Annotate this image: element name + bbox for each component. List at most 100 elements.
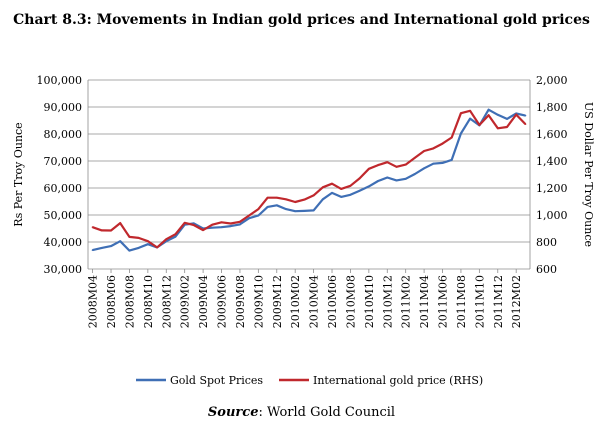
data-point bbox=[294, 210, 297, 213]
data-point bbox=[478, 124, 481, 126]
data-point bbox=[432, 162, 435, 165]
x-axis-tick-label: 2010M12 bbox=[381, 275, 394, 328]
data-point bbox=[303, 210, 306, 212]
data-point bbox=[487, 114, 490, 117]
left-axis-tick-label: 100,000 bbox=[37, 74, 83, 87]
series-line bbox=[92, 109, 527, 249]
x-axis-tick-label: 2008M06 bbox=[105, 275, 118, 328]
data-point bbox=[377, 180, 379, 182]
right-axis-tick-label: 800 bbox=[536, 236, 557, 249]
legend-label: International gold price (RHS) bbox=[313, 374, 483, 387]
source-line: Source: World Gold Council bbox=[0, 405, 603, 420]
data-point bbox=[128, 235, 131, 238]
x-axis-tick-label: 2008M04 bbox=[87, 275, 100, 328]
data-point bbox=[395, 165, 398, 168]
data-point bbox=[220, 221, 223, 224]
data-point bbox=[100, 229, 103, 232]
x-axis-tick-label: 2008M10 bbox=[142, 275, 155, 328]
data-point bbox=[460, 132, 462, 135]
right-axis-tick-label: 1,000 bbox=[536, 209, 568, 222]
x-axis-tick-label: 2009M02 bbox=[179, 275, 192, 328]
data-point bbox=[91, 226, 94, 229]
data-point bbox=[192, 222, 195, 225]
data-point bbox=[496, 113, 499, 116]
x-axis-tick-label: 2008M08 bbox=[123, 275, 136, 328]
data-point bbox=[377, 164, 379, 166]
right-axis-tick-label: 1,600 bbox=[536, 128, 568, 141]
left-axis-tick-label: 60,000 bbox=[44, 182, 83, 195]
data-point bbox=[321, 198, 324, 201]
x-axis-tick-label: 2011M02 bbox=[400, 275, 413, 328]
data-point bbox=[487, 108, 490, 111]
data-point bbox=[91, 249, 94, 252]
data-point bbox=[349, 193, 352, 196]
data-point bbox=[257, 214, 260, 217]
data-point bbox=[248, 217, 251, 220]
x-axis-tick-label: 2009M06 bbox=[216, 275, 229, 328]
data-point bbox=[340, 188, 343, 190]
data-point bbox=[524, 123, 527, 126]
data-point bbox=[165, 238, 168, 241]
data-point bbox=[275, 196, 278, 199]
data-point bbox=[413, 156, 416, 159]
data-point bbox=[137, 237, 140, 239]
right-axis-tick-label: 1,800 bbox=[536, 101, 568, 114]
right-axis-tick-label: 1,200 bbox=[536, 182, 568, 195]
data-point bbox=[423, 167, 426, 170]
data-point bbox=[404, 177, 407, 180]
x-axis-tick-label: 2011M06 bbox=[437, 275, 450, 328]
x-axis-tick-label: 2011M08 bbox=[455, 275, 468, 328]
data-point bbox=[285, 198, 287, 201]
data-point bbox=[349, 184, 352, 187]
x-axis-tick-label: 2011M10 bbox=[473, 275, 486, 328]
data-point bbox=[174, 235, 177, 238]
data-point bbox=[367, 185, 370, 188]
source-label: Source bbox=[207, 405, 259, 420]
data-point bbox=[257, 208, 260, 210]
data-point bbox=[367, 167, 370, 170]
data-point bbox=[248, 214, 251, 217]
data-point bbox=[146, 243, 149, 246]
source-text: : World Gold Council bbox=[258, 405, 396, 420]
data-point bbox=[174, 233, 177, 236]
data-point bbox=[266, 206, 269, 208]
x-axis-tick-label: 2009M08 bbox=[234, 275, 247, 328]
data-point bbox=[119, 222, 122, 225]
data-point bbox=[119, 240, 122, 243]
x-axis-tick-label: 2008M12 bbox=[160, 275, 173, 328]
x-axis-tick-label: 2009M10 bbox=[252, 275, 265, 328]
data-point bbox=[156, 246, 158, 249]
data-point bbox=[469, 117, 472, 120]
data-point bbox=[211, 226, 214, 229]
x-axis-tick-label: 2009M12 bbox=[271, 275, 284, 328]
right-axis-title: US Dollar Per Troy Ounce bbox=[582, 102, 595, 247]
data-point bbox=[386, 176, 389, 179]
data-point bbox=[413, 173, 416, 175]
data-point bbox=[110, 245, 112, 247]
data-point bbox=[312, 194, 315, 197]
data-point bbox=[515, 113, 518, 116]
x-axis-tick-label: 2012M02 bbox=[510, 275, 523, 328]
left-axis-tick-label: 40,000 bbox=[44, 236, 83, 249]
left-axis-tick-label: 90,000 bbox=[44, 101, 83, 114]
x-axis-tick-label: 2010M08 bbox=[344, 275, 357, 328]
data-point bbox=[358, 177, 361, 180]
data-point bbox=[450, 136, 453, 139]
data-point bbox=[524, 114, 527, 117]
data-point bbox=[404, 163, 407, 166]
data-point bbox=[220, 226, 223, 229]
left-axis-title: Rs Per Troy Ounce bbox=[12, 122, 25, 226]
data-point bbox=[395, 179, 398, 182]
data-point bbox=[423, 150, 426, 152]
data-point bbox=[285, 208, 287, 210]
data-point bbox=[506, 126, 508, 128]
data-point bbox=[110, 229, 112, 232]
legend-label: Gold Spot Prices bbox=[170, 374, 263, 387]
right-axis-tick-label: 2,000 bbox=[536, 74, 568, 87]
data-point bbox=[146, 240, 149, 243]
data-point bbox=[128, 249, 131, 252]
data-point bbox=[496, 127, 499, 130]
data-point bbox=[441, 142, 444, 145]
data-point bbox=[211, 223, 214, 226]
